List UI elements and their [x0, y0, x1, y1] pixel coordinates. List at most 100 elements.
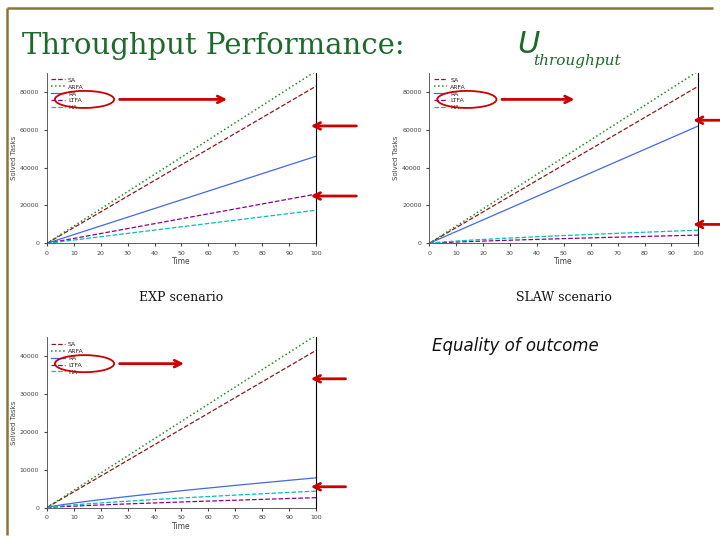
RA: [114, 494, 123, 501]
RA: [475, 218, 484, 225]
Line: RA: RA: [47, 478, 316, 508]
Legend: SA, ARFA, RA, LTFA, HA: SA, ARFA, RA, LTFA, HA: [431, 75, 469, 113]
SA: [298, 355, 307, 361]
HA: [42, 504, 51, 511]
LTFA: [680, 232, 689, 239]
RA: [312, 153, 320, 159]
SA: [53, 498, 62, 504]
HA: [475, 237, 484, 243]
SA: [114, 462, 123, 469]
LTFA: [42, 504, 51, 511]
LTFA: [59, 237, 68, 244]
SA: [312, 347, 320, 354]
ARFA: [680, 77, 689, 83]
X-axis label: Time: Time: [554, 258, 573, 266]
LTFA: [298, 193, 307, 200]
ARFA: [312, 68, 320, 74]
Line: ARFA: ARFA: [47, 335, 316, 508]
X-axis label: Time: Time: [172, 258, 191, 266]
HA: [312, 488, 320, 494]
LTFA: [425, 240, 433, 247]
RA: [671, 133, 680, 139]
RA: [114, 217, 123, 224]
Line: SA: SA: [47, 86, 316, 244]
HA: [425, 240, 433, 247]
Line: LTFA: LTFA: [47, 194, 316, 244]
LTFA: [93, 231, 102, 238]
Text: EXP scenario: EXP scenario: [139, 291, 223, 304]
ARFA: [312, 332, 320, 339]
ARFA: [59, 230, 68, 236]
LTFA: [694, 232, 703, 238]
RA: [298, 476, 307, 482]
SA: [114, 198, 123, 205]
LTFA: [114, 227, 123, 233]
ARFA: [694, 68, 703, 74]
LTFA: [93, 502, 102, 508]
HA: [680, 227, 689, 234]
Legend: SA, ARFA, RA, LTFA, HA: SA, ARFA, RA, LTFA, HA: [49, 339, 86, 377]
ARFA: [42, 504, 51, 511]
RA: [497, 209, 505, 215]
ARFA: [298, 341, 307, 347]
ARFA: [53, 497, 62, 504]
RA: [298, 157, 307, 164]
LTFA: [42, 240, 51, 247]
Line: ARFA: ARFA: [47, 71, 316, 244]
ARFA: [289, 83, 297, 89]
Text: throughput: throughput: [533, 54, 621, 68]
Text: Throughput Performance:: Throughput Performance:: [22, 32, 413, 60]
SA: [93, 475, 102, 482]
LTFA: [475, 238, 484, 245]
ARFA: [42, 240, 51, 247]
RA: [312, 475, 320, 481]
SA: [53, 234, 62, 240]
SA: [93, 211, 102, 218]
HA: [59, 503, 68, 509]
Line: SA: SA: [47, 350, 316, 508]
LTFA: [441, 239, 450, 246]
RA: [289, 160, 297, 167]
SA: [42, 504, 51, 511]
HA: [671, 228, 680, 234]
Line: RA: RA: [47, 156, 316, 244]
LTFA: [436, 240, 444, 246]
Line: HA: HA: [429, 230, 698, 244]
SA: [298, 91, 307, 97]
SA: [694, 83, 703, 90]
Y-axis label: Solved Tasks: Solved Tasks: [11, 400, 17, 444]
ARFA: [289, 347, 297, 353]
ARFA: [298, 77, 307, 83]
HA: [436, 239, 444, 245]
LTFA: [59, 503, 68, 510]
SA: [671, 96, 680, 103]
ARFA: [425, 240, 433, 247]
SA: [475, 211, 484, 218]
LTFA: [671, 232, 680, 239]
SA: [312, 83, 320, 90]
SA: [289, 96, 297, 103]
RA: [289, 477, 297, 483]
ARFA: [475, 208, 484, 214]
HA: [497, 235, 505, 242]
ARFA: [93, 208, 102, 214]
HA: [289, 489, 297, 495]
Line: LTFA: LTFA: [429, 235, 698, 244]
LTFA: [53, 504, 62, 510]
Text: Equality of outcome: Equality of outcome: [432, 336, 599, 355]
HA: [93, 234, 102, 240]
HA: [298, 489, 307, 495]
RA: [53, 502, 62, 509]
HA: [694, 227, 703, 233]
LTFA: [53, 238, 62, 245]
HA: [59, 238, 68, 245]
HA: [42, 240, 51, 247]
SA: [497, 198, 505, 205]
Legend: SA, ARFA, RA, LTFA, HA: SA, ARFA, RA, LTFA, HA: [49, 75, 86, 113]
SA: [289, 361, 297, 367]
RA: [42, 504, 51, 511]
ARFA: [53, 233, 62, 240]
Line: SA: SA: [429, 86, 698, 244]
HA: [114, 498, 123, 505]
LTFA: [312, 495, 320, 501]
